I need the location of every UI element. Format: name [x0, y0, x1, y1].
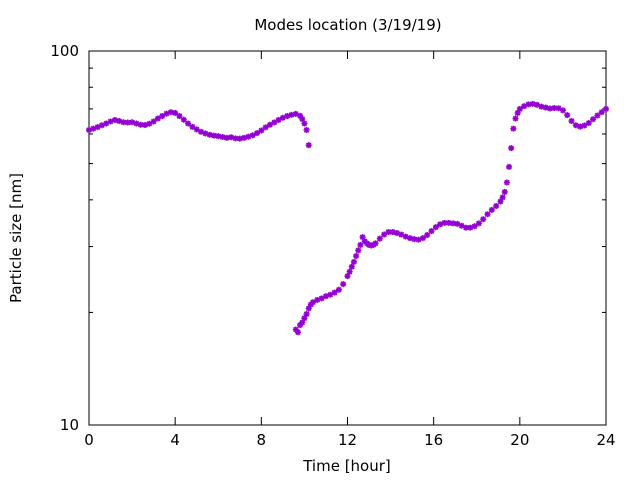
data-point — [376, 235, 383, 242]
data-point — [503, 179, 510, 186]
data-point — [406, 235, 413, 242]
data-point — [432, 224, 439, 231]
data-point — [480, 216, 487, 223]
data-point — [568, 117, 575, 124]
data-point — [598, 109, 605, 116]
data-point — [357, 241, 364, 248]
data-point — [254, 130, 261, 137]
data-point — [154, 115, 161, 122]
data-point — [564, 112, 571, 119]
x-tick-label: 0 — [84, 431, 94, 449]
data-point — [590, 116, 597, 123]
data-point — [310, 299, 317, 306]
x-tick-label: 16 — [424, 431, 443, 449]
data-point — [348, 263, 355, 270]
data-point — [585, 119, 592, 126]
data-point — [577, 123, 584, 130]
data-point — [450, 220, 457, 227]
data-point — [559, 107, 566, 114]
data-point — [266, 121, 273, 128]
data-point — [159, 113, 166, 120]
data-points — [86, 100, 609, 336]
data-point — [223, 134, 230, 141]
data-point — [555, 105, 562, 112]
data-point — [350, 258, 357, 265]
data-point — [303, 126, 310, 133]
x-tick-label: 20 — [510, 431, 529, 449]
data-point — [176, 113, 183, 120]
data-point — [512, 115, 519, 122]
y-axis: 10 100 — [50, 42, 606, 434]
data-point — [428, 228, 435, 235]
data-point — [193, 126, 200, 133]
data-point — [506, 163, 513, 170]
data-point — [501, 188, 508, 195]
x-tick-label: 4 — [170, 431, 180, 449]
data-point — [150, 118, 157, 125]
data-point — [331, 289, 338, 296]
data-point — [484, 211, 491, 218]
data-point — [294, 329, 301, 336]
data-point — [94, 124, 101, 131]
data-point — [372, 240, 379, 247]
data-point — [546, 105, 553, 112]
data-point — [385, 229, 392, 236]
data-point — [111, 116, 118, 123]
data-point — [355, 247, 362, 254]
data-point — [271, 119, 278, 126]
chart-title: Modes location (3/19/19) — [254, 16, 441, 34]
x-tick-label: 24 — [596, 431, 615, 449]
data-point — [189, 123, 196, 130]
data-point — [488, 206, 495, 213]
data-point — [344, 273, 351, 280]
data-point — [340, 281, 347, 288]
data-point — [419, 235, 426, 242]
data-point — [525, 101, 532, 108]
data-point — [301, 120, 308, 127]
data-point — [445, 219, 452, 226]
data-point — [581, 122, 588, 129]
data-point — [508, 145, 515, 152]
data-point — [499, 194, 506, 201]
data-point — [381, 231, 388, 238]
data-point — [471, 223, 478, 230]
data-point — [510, 125, 517, 132]
data-point — [180, 116, 187, 123]
x-tick-label: 12 — [338, 431, 357, 449]
data-point — [335, 286, 342, 293]
data-point — [146, 120, 153, 127]
data-point — [394, 230, 401, 237]
data-point — [299, 115, 306, 122]
data-point — [516, 105, 523, 112]
data-point — [594, 112, 601, 119]
data-point — [318, 295, 325, 302]
data-point — [424, 232, 431, 239]
x-axis-label: Time [hour] — [302, 457, 391, 475]
x-axis: 0 4 8 12 16 20 24 — [84, 51, 616, 449]
data-point — [303, 311, 310, 318]
data-point — [258, 127, 265, 134]
y-tick-label: 10 — [60, 416, 79, 434]
data-point — [172, 109, 179, 116]
data-point — [185, 120, 192, 127]
data-point — [346, 268, 353, 275]
data-point — [534, 101, 541, 108]
data-point — [353, 253, 360, 260]
data-point — [551, 105, 558, 112]
y-axis-label: Particle size [nm] — [7, 173, 25, 303]
data-point — [475, 220, 482, 227]
data-point — [493, 203, 500, 210]
data-point — [514, 109, 521, 116]
data-point — [603, 105, 609, 112]
x-tick-label: 8 — [257, 431, 267, 449]
data-point — [305, 142, 312, 149]
data-point — [262, 124, 269, 131]
y-tick-label: 100 — [50, 42, 79, 60]
